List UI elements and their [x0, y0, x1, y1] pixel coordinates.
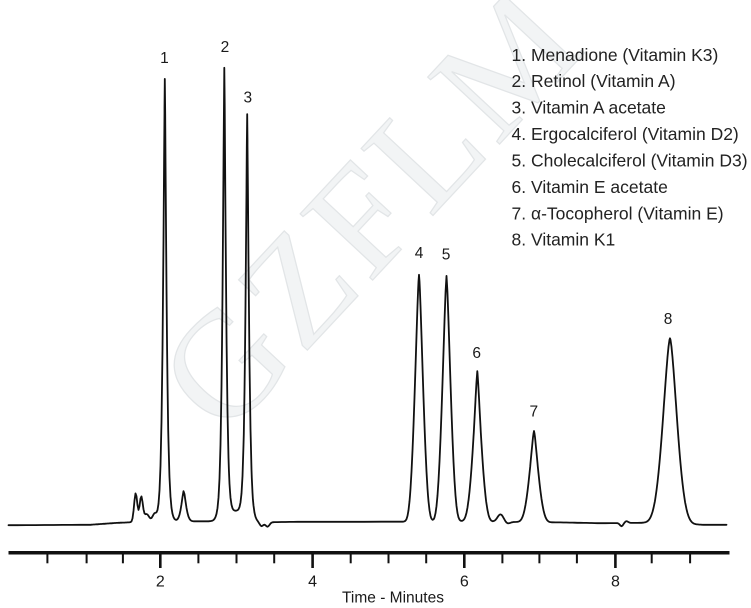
svg-text:4: 4	[415, 245, 424, 262]
svg-text:7: 7	[529, 404, 538, 421]
svg-text:6. Vitamin E acetate: 6. Vitamin E acetate	[512, 177, 668, 197]
svg-text:3: 3	[243, 89, 252, 106]
svg-text:4. Ergocalciferol (Vitamin D2): 4. Ergocalciferol (Vitamin D2)	[512, 124, 739, 144]
svg-text:4: 4	[308, 574, 317, 591]
svg-text:8. Vitamin K1: 8. Vitamin K1	[512, 230, 616, 250]
svg-text:1. Menadione (Vitamin K3): 1. Menadione (Vitamin K3)	[512, 45, 719, 65]
svg-text:6: 6	[472, 345, 481, 362]
svg-text:5. Cholecalciferol (Vitamin D3: 5. Cholecalciferol (Vitamin D3)	[512, 150, 748, 170]
svg-text:3. Vitamin A acetate: 3. Vitamin A acetate	[512, 98, 666, 118]
svg-text:2: 2	[156, 574, 165, 591]
svg-text:8: 8	[611, 574, 620, 591]
svg-text:6: 6	[460, 574, 469, 591]
svg-text:Time - Minutes: Time - Minutes	[342, 590, 444, 607]
svg-text:5: 5	[442, 247, 451, 264]
svg-text:8: 8	[664, 311, 673, 328]
svg-text:7. α-Tocopherol (Vitamin E): 7. α-Tocopherol (Vitamin E)	[512, 203, 724, 223]
svg-text:2. Retinol (Vitamin A): 2. Retinol (Vitamin A)	[512, 71, 676, 91]
svg-text:2: 2	[221, 39, 230, 56]
svg-text:1: 1	[160, 50, 169, 67]
